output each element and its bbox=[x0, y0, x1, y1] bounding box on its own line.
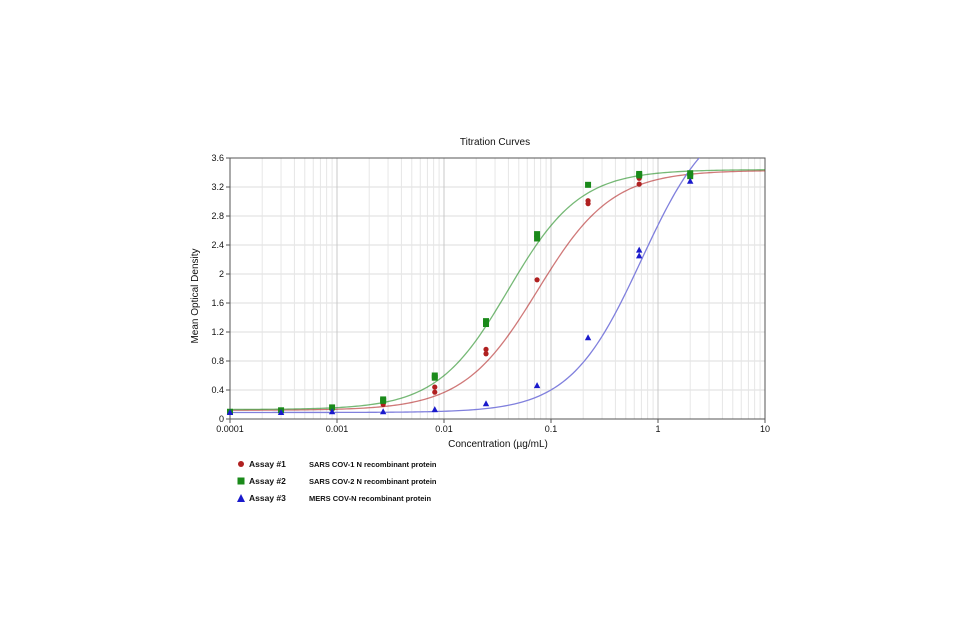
fit-curve-2 bbox=[230, 169, 765, 411]
fit-curve-1 bbox=[230, 170, 765, 411]
plot-grid bbox=[229, 157, 765, 420]
data-point-assay-2 bbox=[380, 396, 387, 403]
x-tick-label: 0.0001 bbox=[216, 424, 244, 434]
data-point-assay-3 bbox=[635, 252, 643, 259]
data-point-assay-2 bbox=[329, 404, 336, 411]
legend: Assay #1 SARS COV-1 N recombinant protei… bbox=[236, 456, 536, 507]
data-points bbox=[226, 170, 694, 415]
red-circle-marker-icon bbox=[238, 461, 244, 467]
data-point-assay-2 bbox=[636, 170, 643, 177]
data-point-assay-3 bbox=[584, 334, 592, 341]
legend-series-description: MERS COV-N recombinant protein bbox=[309, 494, 432, 503]
data-point-assay-3 bbox=[226, 408, 234, 415]
y-tick-label: 1.6 bbox=[211, 298, 224, 308]
y-axis-label: Mean Optical Density bbox=[190, 248, 201, 343]
y-tick-label: 0.8 bbox=[211, 356, 224, 366]
y-tick-label: 2.4 bbox=[211, 240, 224, 250]
data-point-assay-3 bbox=[379, 408, 387, 415]
legend-series-description: SARS COV-2 N recombinant protein bbox=[309, 477, 437, 486]
data-point-assay-2 bbox=[687, 170, 694, 177]
y-tick-label: 0.4 bbox=[211, 385, 224, 395]
data-point-assay-2 bbox=[534, 235, 541, 242]
x-axis-ticks: 0.0001 0.001 0.01 0.1 1 10 bbox=[216, 419, 770, 434]
data-point-assay-2 bbox=[585, 181, 592, 188]
x-axis-label: Concentration (µg/mL) bbox=[448, 439, 548, 450]
x-tick-label: 0.01 bbox=[435, 424, 453, 434]
legend-item-assay-3: Assay #3 MERS COV-N recombinant protein bbox=[236, 490, 536, 507]
y-tick-label: 3.6 bbox=[211, 153, 224, 163]
y-tick-label: 2 bbox=[219, 269, 224, 279]
data-point-assay-1 bbox=[585, 198, 591, 204]
x-tick-label: 10 bbox=[760, 424, 770, 434]
legend-series-name: Assay #2 bbox=[249, 476, 286, 486]
legend-series-name: Assay #3 bbox=[249, 493, 286, 503]
data-point-assay-3 bbox=[277, 408, 285, 415]
data-point-assay-1 bbox=[432, 389, 438, 395]
x-tick-label: 0.001 bbox=[326, 424, 349, 434]
data-point-assay-3 bbox=[431, 406, 438, 413]
data-point-assay-1 bbox=[483, 346, 489, 352]
legend-series-name: Assay #1 bbox=[249, 459, 286, 469]
x-tick-label: 1 bbox=[655, 424, 660, 434]
data-point-assay-3 bbox=[328, 408, 336, 415]
data-point-assay-3 bbox=[533, 382, 541, 389]
y-tick-label: 1.2 bbox=[211, 327, 224, 337]
data-point-assay-1 bbox=[483, 351, 489, 357]
data-point-assay-3 bbox=[482, 400, 490, 407]
legend-series-description: SARS COV-1 N recombinant protein bbox=[309, 460, 437, 469]
fit-curve-3 bbox=[230, 158, 700, 414]
data-point-assay-2 bbox=[431, 372, 438, 379]
plot-area bbox=[229, 157, 766, 420]
y-tick-label: 3.2 bbox=[211, 182, 224, 192]
fit-curves bbox=[230, 158, 765, 414]
y-tick-label: 2.8 bbox=[211, 211, 224, 221]
legend-item-assay-1: Assay #1 SARS COV-1 N recombinant protei… bbox=[236, 456, 536, 473]
data-point-assay-2 bbox=[534, 231, 541, 238]
blue-triangle-marker-icon bbox=[237, 494, 245, 502]
legend-item-assay-2: Assay #2 SARS COV-2 N recombinant protei… bbox=[236, 473, 536, 490]
data-point-assay-1 bbox=[534, 277, 540, 283]
data-point-assay-1 bbox=[432, 384, 438, 390]
data-point-assay-1 bbox=[636, 181, 642, 187]
chart-title: Titration Curves bbox=[460, 137, 530, 148]
y-tick-label: 0 bbox=[219, 414, 224, 424]
data-point-assay-2 bbox=[483, 318, 490, 325]
data-point-assay-3 bbox=[635, 246, 643, 253]
data-point-assay-3 bbox=[687, 177, 694, 184]
y-axis-ticks: 0 0.4 0.8 1.2 1.6 2 2.4 2.8 3.2 3.6 bbox=[211, 153, 230, 424]
green-square-marker-icon bbox=[237, 477, 245, 485]
x-tick-label: 0.1 bbox=[545, 424, 558, 434]
